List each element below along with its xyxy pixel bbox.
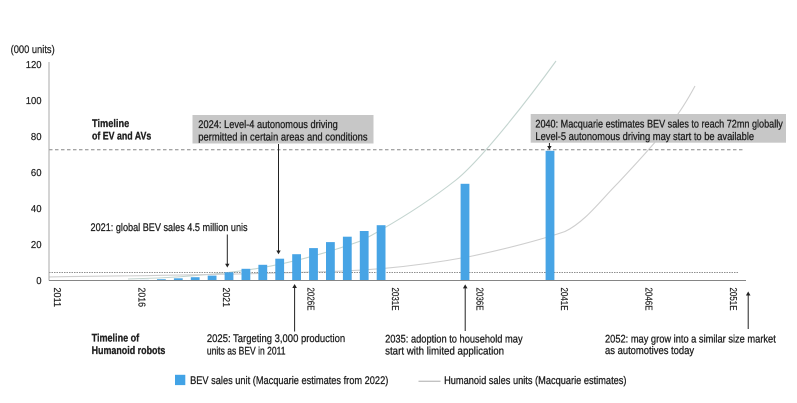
svg-text:20: 20 (31, 240, 42, 251)
svg-text:units as BEV in 2011: units as BEV in 2011 (207, 345, 286, 357)
svg-text:as automotives today: as automotives today (605, 345, 695, 357)
svg-text:0: 0 (36, 276, 42, 287)
svg-text:of EV and AVs: of EV and AVs (92, 131, 151, 143)
svg-text:2026E: 2026E (305, 288, 316, 311)
svg-text:2021: 2021 (220, 288, 231, 308)
svg-text:2024: Level-4 autonomous drivi: 2024: Level-4 autonomous driving (198, 119, 337, 131)
svg-text:2041E: 2041E (558, 288, 569, 311)
svg-text:permitted in certain areas and: permitted in certain areas and condition… (198, 132, 368, 144)
svg-text:2021: global BEV sales 4.5 mil: 2021: global BEV sales 4.5 million unis (91, 222, 249, 234)
svg-text:2040: Macquarie estimates BEV: 2040: Macquarie estimates BEV sales to r… (535, 119, 783, 131)
svg-text:2051E: 2051E (727, 288, 738, 311)
svg-text:Humanoid robots: Humanoid robots (92, 345, 166, 357)
svg-text:(000 units): (000 units) (11, 44, 55, 56)
svg-text:40: 40 (31, 204, 42, 215)
svg-text:120: 120 (26, 60, 42, 71)
svg-text:80: 80 (31, 132, 42, 143)
svg-text:60: 60 (31, 168, 42, 179)
svg-text:Humanoid sales units (Macquari: Humanoid sales units (Macquarie estimate… (444, 375, 626, 387)
svg-text:2025: Targeting 3,000 producti: 2025: Targeting 3,000 production (207, 333, 345, 345)
svg-text:2011: 2011 (51, 288, 62, 308)
svg-text:100: 100 (26, 96, 42, 107)
svg-text:2052: may grow into a similar: 2052: may grow into a similar size marke… (605, 334, 776, 346)
svg-text:start with limited application: start with limited application (385, 346, 504, 358)
svg-text:2016: 2016 (136, 288, 147, 308)
svg-text:2035: adoption to household ma: 2035: adoption to household may (385, 334, 523, 346)
svg-text:BEV sales unit (Macquarie esti: BEV sales unit (Macquarie estimates from… (190, 375, 388, 387)
svg-text:2036E: 2036E (474, 288, 485, 311)
svg-text:Timeline of: Timeline of (92, 333, 140, 345)
svg-text:2046E: 2046E (643, 288, 654, 311)
svg-text:Timeline: Timeline (92, 118, 129, 130)
svg-text:2031E: 2031E (389, 288, 400, 311)
svg-text:Level-5 autonomous driving may: Level-5 autonomous driving may start to … (535, 131, 754, 143)
